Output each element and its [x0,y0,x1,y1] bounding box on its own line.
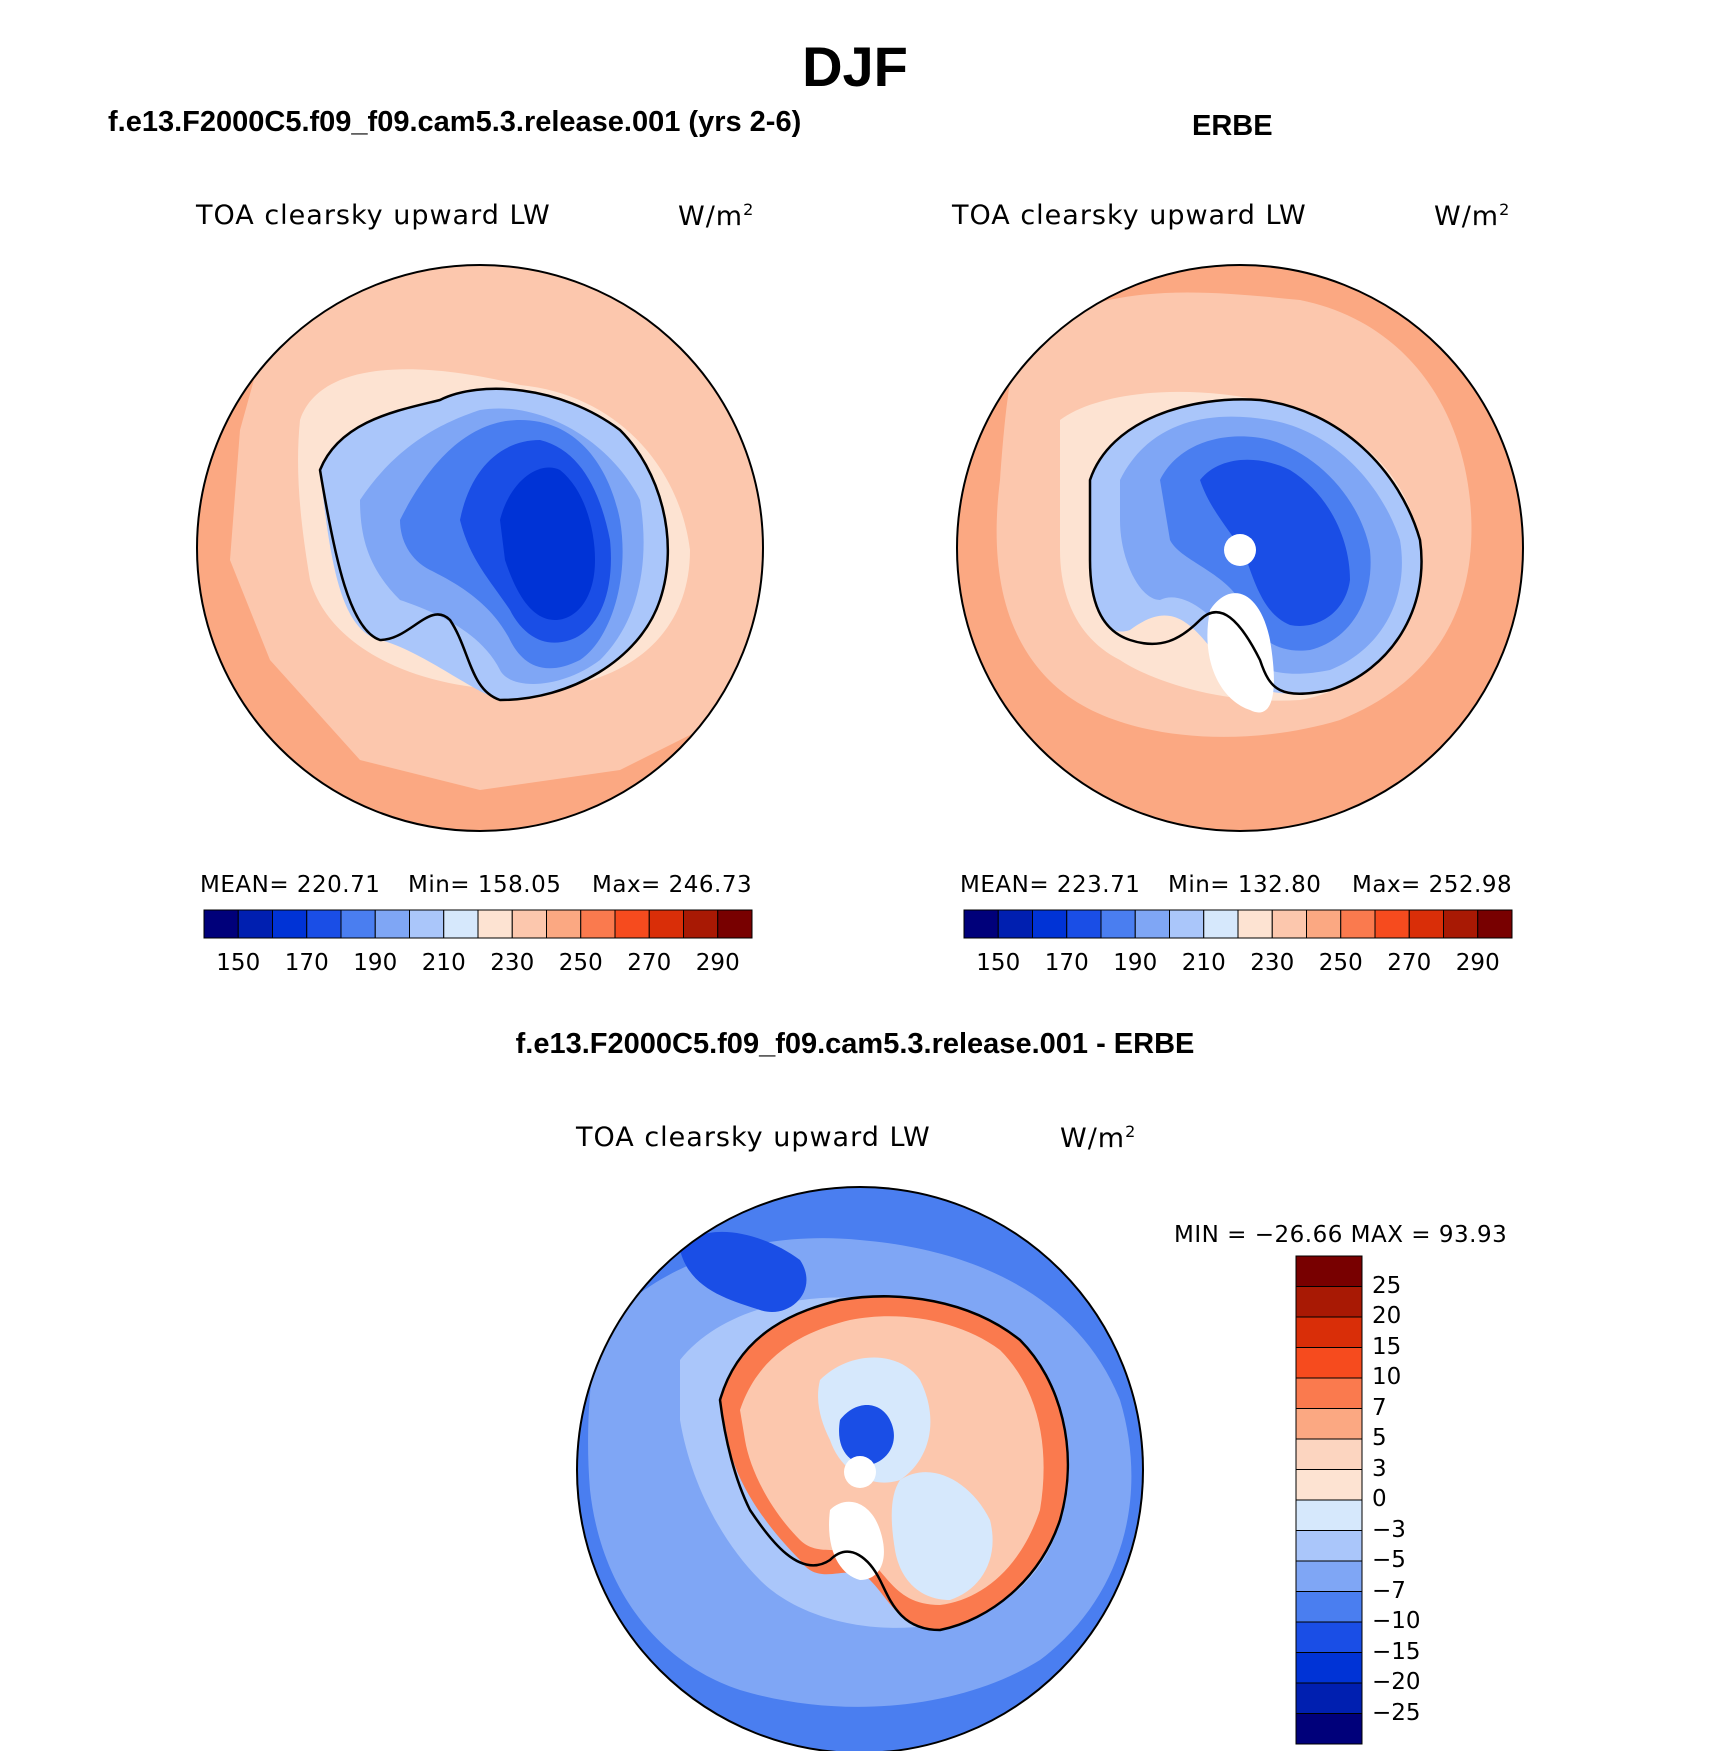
panel2-max: Max= 252.98 [1352,872,1513,898]
panel1-variable-label: TOA clearsky upward LW [196,200,551,231]
colorbar-swatch [614,909,650,939]
colorbar-swatch [1306,909,1342,939]
colorbar-swatch [997,909,1033,939]
colorbar-tick-label: 5 [1372,1425,1387,1451]
colorbar-swatch [1295,1499,1363,1531]
colorbar-swatch [1295,1682,1363,1714]
colorbar-swatch [648,909,684,939]
colorbar-swatch [1374,909,1410,939]
colorbar-swatch [1271,909,1307,939]
colorbar-tick-label: −25 [1372,1699,1421,1726]
colorbar-tick-label: 270 [627,950,672,976]
colorbar-tick-label: −5 [1372,1547,1406,1573]
panel3-units-label: W/m2 [1060,1122,1137,1154]
colorbar-tick-label: 250 [558,950,603,976]
panel1-mean: MEAN= 220.71 [200,872,381,898]
colorbar-tick-label: 190 [353,950,398,976]
colorbar-swatch [477,909,513,939]
colorbar-tick-label: 250 [1318,950,1363,976]
panel3-variable-label: TOA clearsky upward LW [576,1122,931,1153]
colorbar-swatch [717,909,753,939]
colorbar-tick-label: 0 [1372,1486,1387,1512]
panel2-units-label: W/m2 [1434,200,1511,232]
colorbar-swatch [203,909,239,939]
panel1-min: Min= 158.05 [408,872,562,898]
colorbar-swatch [1032,909,1068,939]
colorbar-tick-label: 170 [284,950,329,976]
colorbar-swatch [1295,1286,1363,1318]
colorbar-tick-label: 20 [1372,1303,1402,1329]
panel1-case-title: f.e13.F2000C5.f09_f09.cam5.3.release.001… [108,106,802,138]
colorbar-swatch [1295,1377,1363,1409]
colorbar-swatch [306,909,342,939]
colorbar-tick-label: 10 [1372,1364,1402,1390]
colorbar-tick-label: 270 [1387,950,1432,976]
colorbar-swatch [683,909,719,939]
panel1-colorbar [203,909,753,939]
panel3-colorbar [1295,1255,1363,1745]
colorbar-swatch [1295,1530,1363,1562]
colorbar-tick-label: −15 [1372,1638,1421,1665]
colorbar-tick-label: 150 [216,950,261,976]
colorbar-swatch [546,909,582,939]
panel2-colorbar [963,909,1513,939]
colorbar-swatch [1295,1713,1363,1745]
colorbar-swatch [963,909,999,939]
colorbar-swatch [1340,909,1376,939]
panel2-case-title: ERBE [1192,110,1273,142]
colorbar-swatch [1295,1438,1363,1470]
colorbar-swatch [1295,1408,1363,1440]
colorbar-swatch [1295,1316,1363,1348]
colorbar-swatch [1237,909,1273,939]
colorbar-swatch [1066,909,1102,939]
colorbar-swatch [1295,1255,1363,1287]
colorbar-tick-label: −7 [1372,1577,1406,1604]
colorbar-swatch [1443,909,1479,939]
panel3-minmax: MIN = −26.66 MAX = 93.93 [1174,1222,1508,1248]
colorbar-swatch [1295,1652,1363,1684]
colorbar-swatch [340,909,376,939]
colorbar-swatch [1295,1621,1363,1653]
colorbar-tick-label: −20 [1372,1669,1421,1695]
colorbar-swatch [1100,909,1136,939]
colorbar-swatch [443,909,479,939]
colorbar-swatch [1169,909,1205,939]
colorbar-swatch [1295,1560,1363,1592]
colorbar-swatch [409,909,445,939]
colorbar-swatch [237,909,273,939]
colorbar-swatch [1295,1469,1363,1501]
panel1-units-label: W/m2 [678,200,755,232]
panel2-variable-label: TOA clearsky upward LW [952,200,1307,231]
colorbar-tick-label: 290 [695,950,740,976]
colorbar-swatch [272,909,308,939]
panel2-min: Min= 132.80 [1168,872,1322,898]
colorbar-tick-label: 15 [1372,1333,1402,1360]
colorbar-tick-label: −3 [1372,1516,1406,1543]
colorbar-tick-label: 170 [1044,950,1089,976]
colorbar-swatch [374,909,410,939]
panel1-max: Max= 246.73 [592,872,753,898]
colorbar-tick-label: 7 [1372,1394,1387,1421]
colorbar-swatch [1295,1347,1363,1379]
panel3-case-title: f.e13.F2000C5.f09_f09.cam5.3.release.001… [515,1028,1195,1060]
colorbar-swatch [511,909,547,939]
colorbar-tick-label: 150 [976,950,1021,976]
colorbar-tick-label: 210 [1181,950,1226,976]
colorbar-tick-label: −10 [1372,1608,1421,1634]
figure-title: DJF [802,35,908,98]
colorbar-swatch [1295,1591,1363,1623]
colorbar-swatch [1134,909,1170,939]
colorbar-tick-label: 210 [421,950,466,976]
colorbar-tick-label: 25 [1372,1272,1402,1299]
colorbar-tick-label: 190 [1113,950,1158,976]
colorbar-swatch [1203,909,1239,939]
colorbar-swatch [1477,909,1513,939]
colorbar-tick-label: 230 [490,950,535,976]
colorbar-swatch [580,909,616,939]
colorbar-tick-label: 230 [1250,950,1295,976]
colorbar-tick-label: 3 [1372,1455,1387,1482]
colorbar-tick-label: 290 [1455,950,1500,976]
panel2-mean: MEAN= 223.71 [960,872,1141,898]
colorbar-swatch [1408,909,1444,939]
